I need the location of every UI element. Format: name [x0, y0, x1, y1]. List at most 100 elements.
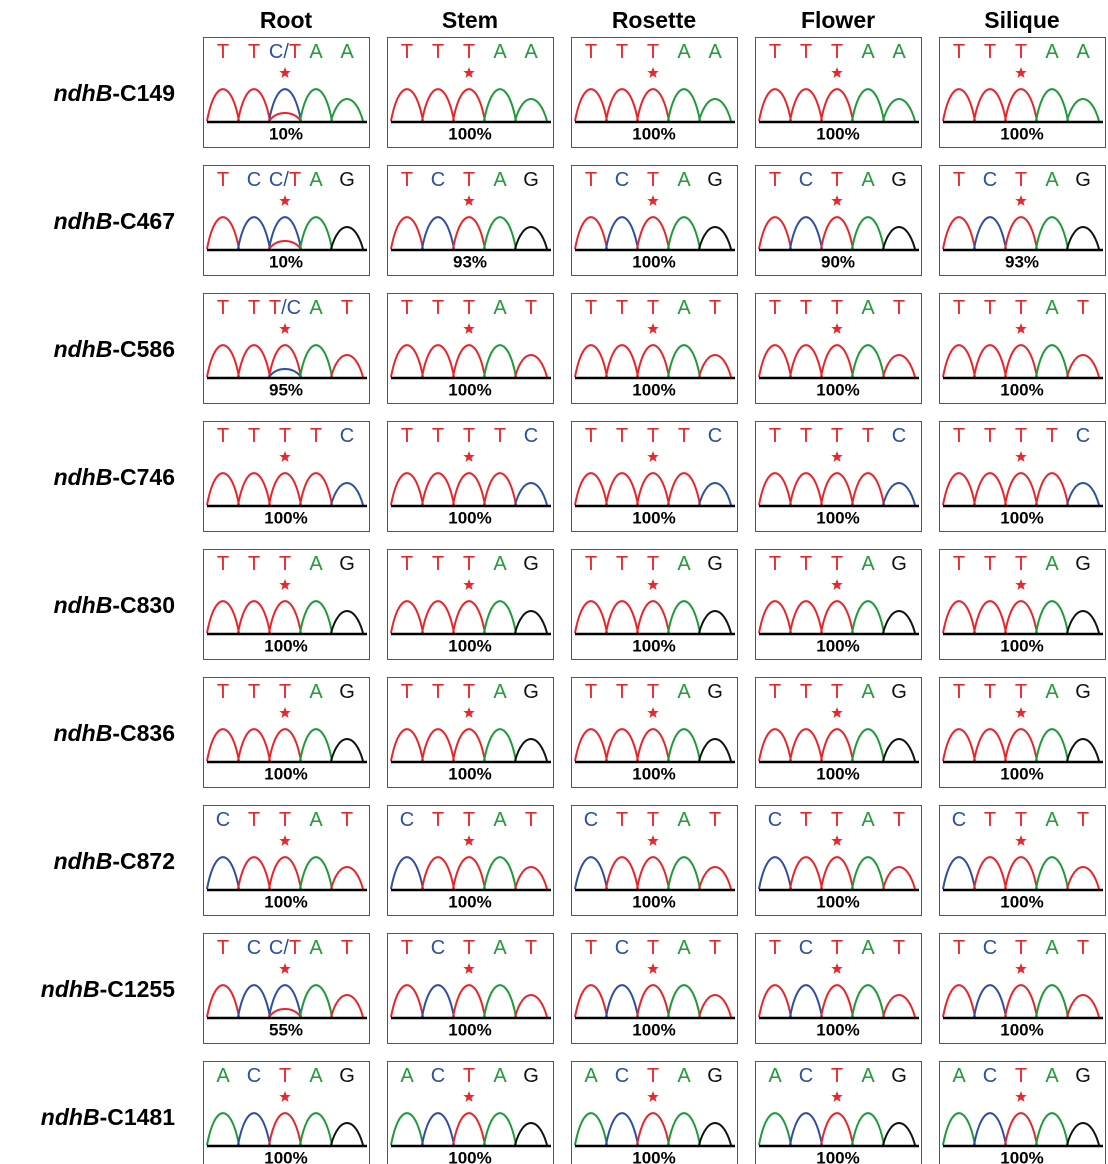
- base-letter: T: [401, 425, 413, 447]
- base-letter: T: [678, 425, 690, 447]
- base-letter: C: [799, 169, 813, 191]
- base-letter: T: [984, 425, 996, 447]
- peak: [207, 857, 239, 889]
- peak: [852, 857, 884, 889]
- edit-percent: 100%: [1000, 1020, 1043, 1039]
- base-letter: T: [463, 169, 475, 191]
- base-letter: T: [401, 553, 413, 575]
- peak: [453, 473, 485, 505]
- peak: [943, 89, 975, 121]
- edit-star: [831, 579, 842, 590]
- base-letter: T: [1015, 1065, 1027, 1087]
- base-letter: T: [585, 169, 597, 191]
- edit-star: [831, 195, 842, 206]
- base-letter: A: [493, 809, 507, 831]
- peak: [1067, 1123, 1099, 1145]
- base-letter: A: [1045, 41, 1059, 63]
- peak: [852, 601, 884, 633]
- chromatogram: ACTAG100%: [204, 1062, 370, 1164]
- base-letter: T: [831, 41, 843, 63]
- base-letter: C: [983, 1065, 997, 1087]
- base-letter: A: [309, 1065, 323, 1087]
- base-letter: A: [493, 553, 507, 575]
- edit-star: [1015, 195, 1026, 206]
- base-letter: A: [861, 169, 875, 191]
- base-letter: T: [217, 553, 229, 575]
- peak: [1067, 739, 1099, 761]
- peak: [637, 1113, 669, 1145]
- base-letter: T: [341, 809, 353, 831]
- peak: [391, 1113, 423, 1145]
- peak: [1067, 483, 1099, 505]
- peak: [484, 217, 516, 249]
- peak: [606, 601, 638, 633]
- base-letter: T: [647, 681, 659, 703]
- gene-name: ndhB: [41, 1104, 100, 1130]
- peak: [668, 1113, 700, 1145]
- edit-percent: 100%: [632, 636, 675, 655]
- base-letter: G: [707, 169, 723, 191]
- peak: [821, 857, 853, 889]
- peak: [759, 729, 791, 761]
- peak: [331, 867, 363, 889]
- base-letter: A: [216, 1065, 230, 1087]
- base-letter: A: [677, 297, 691, 319]
- peak: [422, 473, 454, 505]
- edit-percent: 100%: [1000, 764, 1043, 783]
- chromatogram: TTT/CAT95%: [204, 294, 370, 404]
- chromatogram: TTTAG100%: [572, 550, 738, 660]
- peak: [883, 611, 915, 633]
- base-letter: T: [769, 681, 781, 703]
- gene-name: ndhB: [54, 336, 113, 362]
- base-letter: T: [217, 425, 229, 447]
- edit-percent: 100%: [1000, 124, 1043, 143]
- chromatogram: CTTAT100%: [572, 806, 738, 916]
- edit-star: [1015, 835, 1026, 846]
- peak: [1005, 601, 1037, 633]
- site-name: -C149: [112, 80, 175, 106]
- edit-percent: 100%: [1000, 636, 1043, 655]
- edit-percent: 100%: [264, 764, 307, 783]
- edit-star: [279, 707, 290, 718]
- chromatogram: TTTAG100%: [756, 678, 922, 788]
- base-letter: T: [616, 41, 628, 63]
- edit-percent: 100%: [264, 636, 307, 655]
- peak: [269, 601, 301, 633]
- peak: [606, 1113, 638, 1145]
- base-letter: C: [799, 1065, 813, 1087]
- base-letter: T: [463, 681, 475, 703]
- peak: [883, 99, 915, 121]
- peak: [883, 739, 915, 761]
- peak: [790, 857, 822, 889]
- base-letter: T: [647, 425, 659, 447]
- base-letter: T: [310, 425, 322, 447]
- base-letter: T: [769, 553, 781, 575]
- base-letter: A: [892, 41, 906, 63]
- peak: [974, 729, 1006, 761]
- base-letter: T: [647, 169, 659, 191]
- peak: [759, 1113, 791, 1145]
- edit-star: [463, 579, 474, 590]
- base-letter: C: [615, 937, 629, 959]
- peak: [606, 217, 638, 249]
- peak: [422, 729, 454, 761]
- peak: [668, 729, 700, 761]
- base-letter: G: [339, 553, 355, 575]
- peak: [515, 355, 547, 377]
- base-letter: G: [339, 169, 355, 191]
- base-letter: C: [247, 937, 261, 959]
- base-letter: G: [1075, 169, 1091, 191]
- base-letter: T: [647, 937, 659, 959]
- peak: [484, 985, 516, 1017]
- base-letter: T: [585, 41, 597, 63]
- peak: [1036, 217, 1068, 249]
- base-letter: T: [432, 425, 444, 447]
- edit-percent: 100%: [816, 892, 859, 911]
- edit-star: [647, 963, 658, 974]
- peak: [790, 345, 822, 377]
- peak: [1036, 473, 1068, 505]
- base-letter: C: [708, 425, 722, 447]
- edit-percent: 100%: [632, 892, 675, 911]
- peak: [207, 601, 239, 633]
- edit-percent: 100%: [448, 508, 491, 527]
